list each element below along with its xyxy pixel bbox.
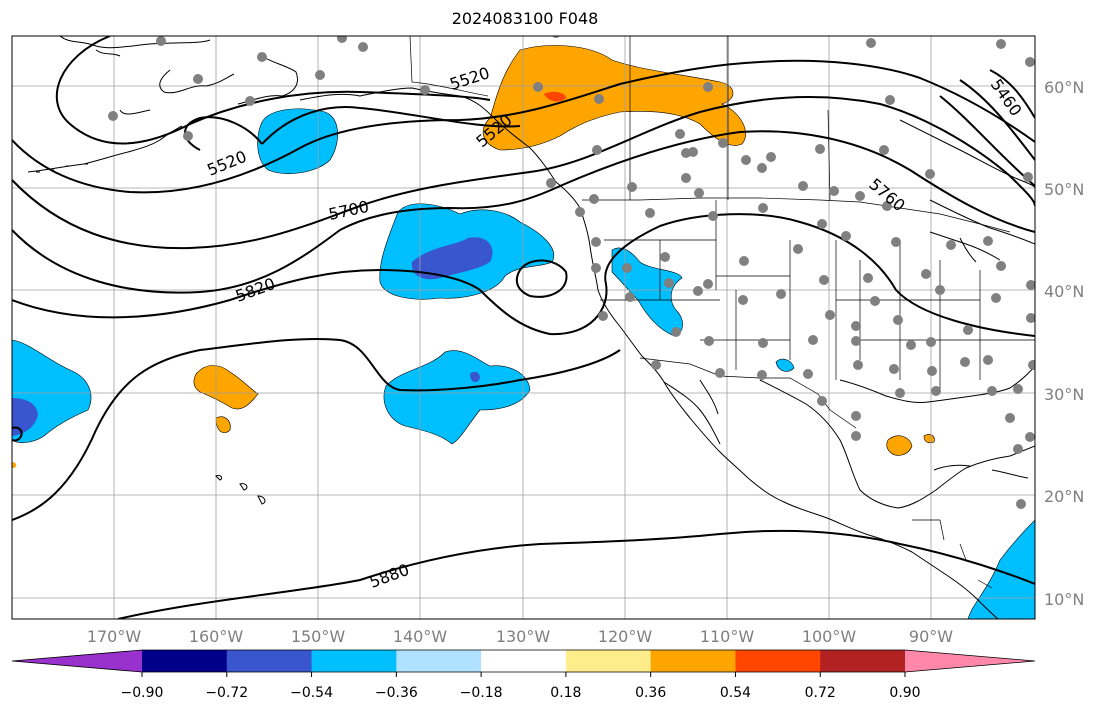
colorbar-tick-label: −0.54 (290, 685, 333, 701)
colorbar-tick-label: 0.18 (550, 685, 581, 701)
coastlines (27, 36, 1035, 619)
lon-label: 90°W (909, 627, 953, 646)
lon-label: 150°W (291, 627, 346, 646)
colorbar-tick-label: 0.36 (635, 685, 666, 701)
colorbar-segment (735, 650, 821, 672)
colorbar-segment (650, 650, 736, 672)
lat-label: 30°N (1044, 385, 1084, 404)
latitude-labels: 60°N 50°N 40°N 30°N 20°N 10°N (1044, 78, 1084, 609)
colorbar-segment (311, 650, 397, 672)
colorbar-tick-label: −0.36 (375, 685, 418, 701)
colorbar-segment (226, 650, 313, 672)
lat-label: 60°N (1044, 78, 1084, 97)
colorbar-segment (142, 650, 228, 672)
map-frame (11, 35, 1036, 620)
graticule (12, 36, 1035, 619)
height-contours (12, 36, 1035, 619)
colorbar-extend-low (12, 650, 142, 672)
colorbar-tick-label: 0.72 (805, 685, 836, 701)
colorbar-tick-label: −0.72 (205, 685, 248, 701)
colorbar-segment (396, 650, 482, 672)
lat-label: 50°N (1044, 180, 1084, 199)
colorbar-segment (820, 650, 906, 672)
colorbar-segment (481, 650, 567, 672)
lat-label: 10°N (1044, 590, 1084, 609)
colorbar-tick-label: −0.90 (121, 685, 164, 701)
colorbar: −0.90 −0.72 −0.54 −0.36 −0.18 0.18 0.36 0.54 0.7… (11, 649, 1036, 701)
lon-label: 100°W (802, 627, 857, 646)
lon-label: 120°W (598, 627, 653, 646)
colorbar-tick-label: 0.54 (720, 685, 751, 701)
colorbar-tick-label: 0.90 (889, 685, 920, 701)
longitude-labels: 170°W 160°W 150°W 140°W 130°W 120°W 110°… (87, 627, 953, 646)
colorbar-extend-high (905, 650, 1035, 672)
positive-anomaly-shading (12, 45, 935, 468)
lon-label: 170°W (87, 627, 142, 646)
lon-label: 140°W (393, 627, 448, 646)
colorbar-segment (565, 650, 652, 672)
map-title: 2024083100 F048 (451, 9, 599, 28)
lat-label: 40°N (1044, 282, 1084, 301)
lat-label: 20°N (1044, 487, 1084, 506)
lon-label: 110°W (700, 627, 755, 646)
lon-label: 130°W (496, 627, 551, 646)
colorbar-tick-label: −0.18 (460, 685, 503, 701)
station-markers (108, 36, 1035, 509)
lon-label: 160°W (189, 627, 244, 646)
